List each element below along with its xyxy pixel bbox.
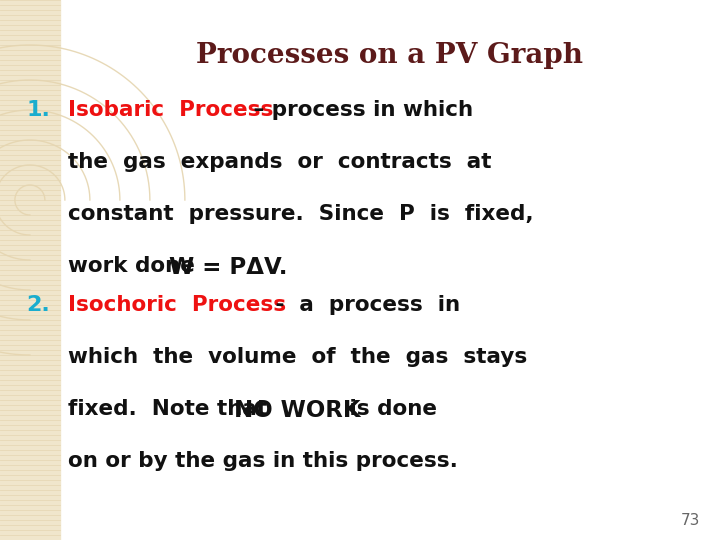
- Text: W = PΔV.: W = PΔV.: [169, 256, 287, 279]
- Text: work done: work done: [68, 256, 202, 276]
- Text: – process in which: – process in which: [246, 100, 473, 120]
- Text: 73: 73: [680, 513, 700, 528]
- Bar: [0, 0, 60, 540]
- Text: which  the  volume  of  the  gas  stays: which the volume of the gas stays: [68, 347, 527, 367]
- Text: 2.: 2.: [26, 295, 50, 315]
- Text: -  a  process  in: - a process in: [253, 295, 460, 315]
- Text: NO WORK: NO WORK: [234, 399, 361, 422]
- Text: Processes on a PV Graph: Processes on a PV Graph: [197, 42, 583, 69]
- Text: 1.: 1.: [26, 100, 50, 120]
- Text: constant  pressure.  Since  P  is  fixed,: constant pressure. Since P is fixed,: [68, 204, 534, 224]
- Text: is done: is done: [342, 399, 437, 419]
- Text: fixed.  Note that: fixed. Note that: [68, 399, 274, 419]
- Text: the  gas  expands  or  contracts  at: the gas expands or contracts at: [68, 152, 492, 172]
- Text: Isochoric  Process: Isochoric Process: [68, 295, 286, 315]
- Text: Isobaric  Process: Isobaric Process: [68, 100, 274, 120]
- Text: on or by the gas in this process.: on or by the gas in this process.: [68, 451, 458, 471]
